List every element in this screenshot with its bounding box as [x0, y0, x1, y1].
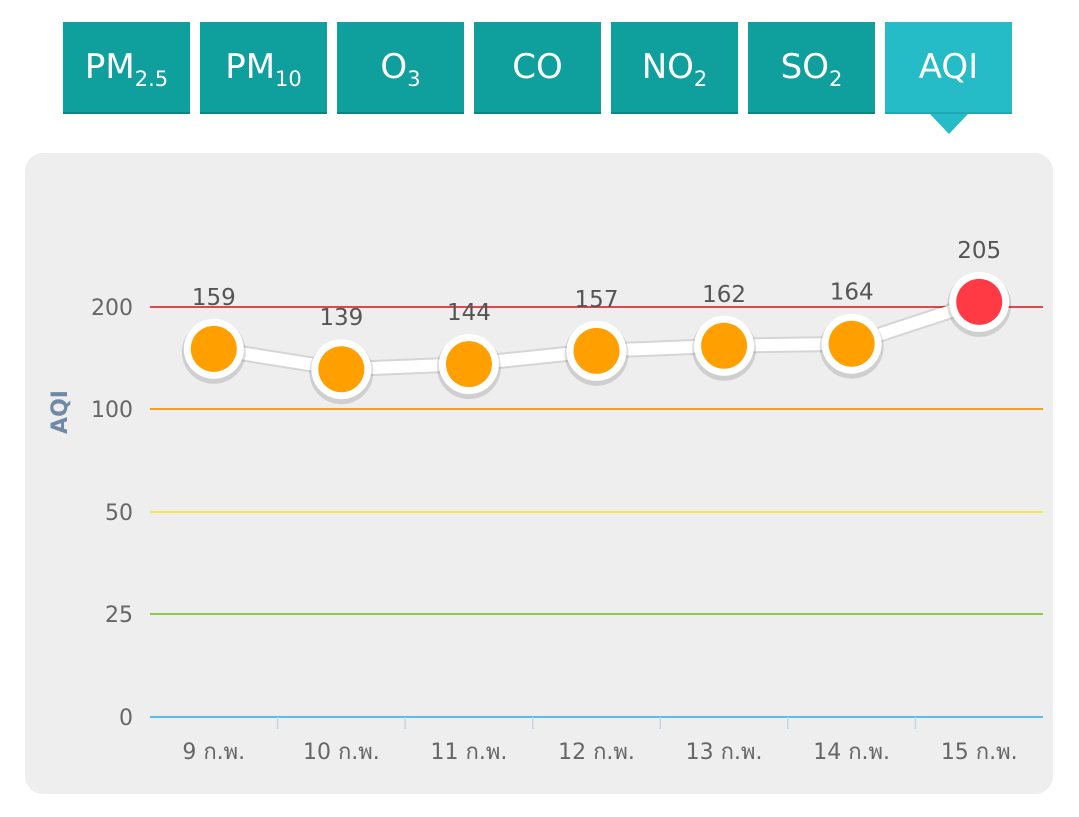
data-label: 144	[447, 300, 491, 326]
y-tick-label: 50	[105, 501, 133, 526]
active-tab-pointer	[929, 114, 968, 134]
data-point	[956, 278, 1003, 325]
x-tick-label: 11 ก.พ.	[431, 740, 508, 765]
tab-no-2[interactable]: NO 2	[611, 22, 738, 114]
tab-subscript: 10	[275, 67, 302, 91]
tab-label: CO	[512, 47, 563, 87]
data-label: 205	[957, 238, 1001, 264]
data-point	[190, 325, 237, 372]
data-point	[701, 322, 748, 369]
x-tick-label: 13 ก.พ.	[686, 740, 763, 765]
tab-pm-10[interactable]: PM 10	[200, 22, 327, 114]
aqi-line-chart: 0 25 50 100 200 AQI 9 ก.พ. 10 ก.พ. 11 ก.พ. 12 ก.พ…	[48, 238, 1043, 765]
data-point	[573, 327, 620, 374]
tab-subscript: 3	[407, 67, 421, 91]
data-point	[318, 346, 365, 393]
tab-so-2[interactable]: SO 2	[748, 22, 875, 114]
tab-label: NO	[641, 47, 694, 87]
y-axis-title: AQI	[48, 390, 73, 434]
data-label: 159	[192, 285, 236, 311]
tab-subscript: 2	[693, 67, 708, 91]
y-tick-label: 100	[91, 398, 133, 423]
data-label: 162	[702, 282, 746, 308]
tab-aqi[interactable]: AQI	[885, 22, 1012, 114]
x-tick-label: 9 ก.พ.	[182, 740, 245, 765]
y-tick-label: 25	[105, 603, 133, 628]
data-label: 157	[575, 287, 619, 313]
tab-pm-25[interactable]: PM 2.5	[63, 22, 190, 114]
y-tick-label: 200	[91, 296, 133, 321]
tab-label: PM	[225, 47, 276, 87]
data-label: 164	[830, 280, 874, 306]
x-tick-label: 15 ก.พ.	[941, 740, 1018, 765]
tab-subscript: 2	[828, 67, 843, 91]
data-point	[828, 320, 875, 367]
tab-subscript: 2.5	[134, 67, 169, 91]
x-tick-label: 12 ก.พ.	[558, 740, 635, 765]
data-label: 139	[319, 305, 363, 331]
tab-label: AQI	[918, 47, 979, 87]
x-tick-label: 14 ก.พ.	[813, 740, 890, 765]
tab-label: O	[380, 47, 408, 87]
data-point	[445, 341, 492, 388]
y-tick-label: 0	[119, 706, 133, 731]
tab-label: PM	[84, 47, 135, 87]
chart-card: 0 25 50 100 200 AQI 9 ก.พ. 10 ก.พ. 11 ก.พ. 12 ก.พ…	[25, 153, 1053, 794]
tab-label: SO	[780, 47, 829, 87]
x-tick-label: 10 ก.พ.	[303, 740, 380, 765]
tab-co[interactable]: CO	[474, 22, 601, 114]
